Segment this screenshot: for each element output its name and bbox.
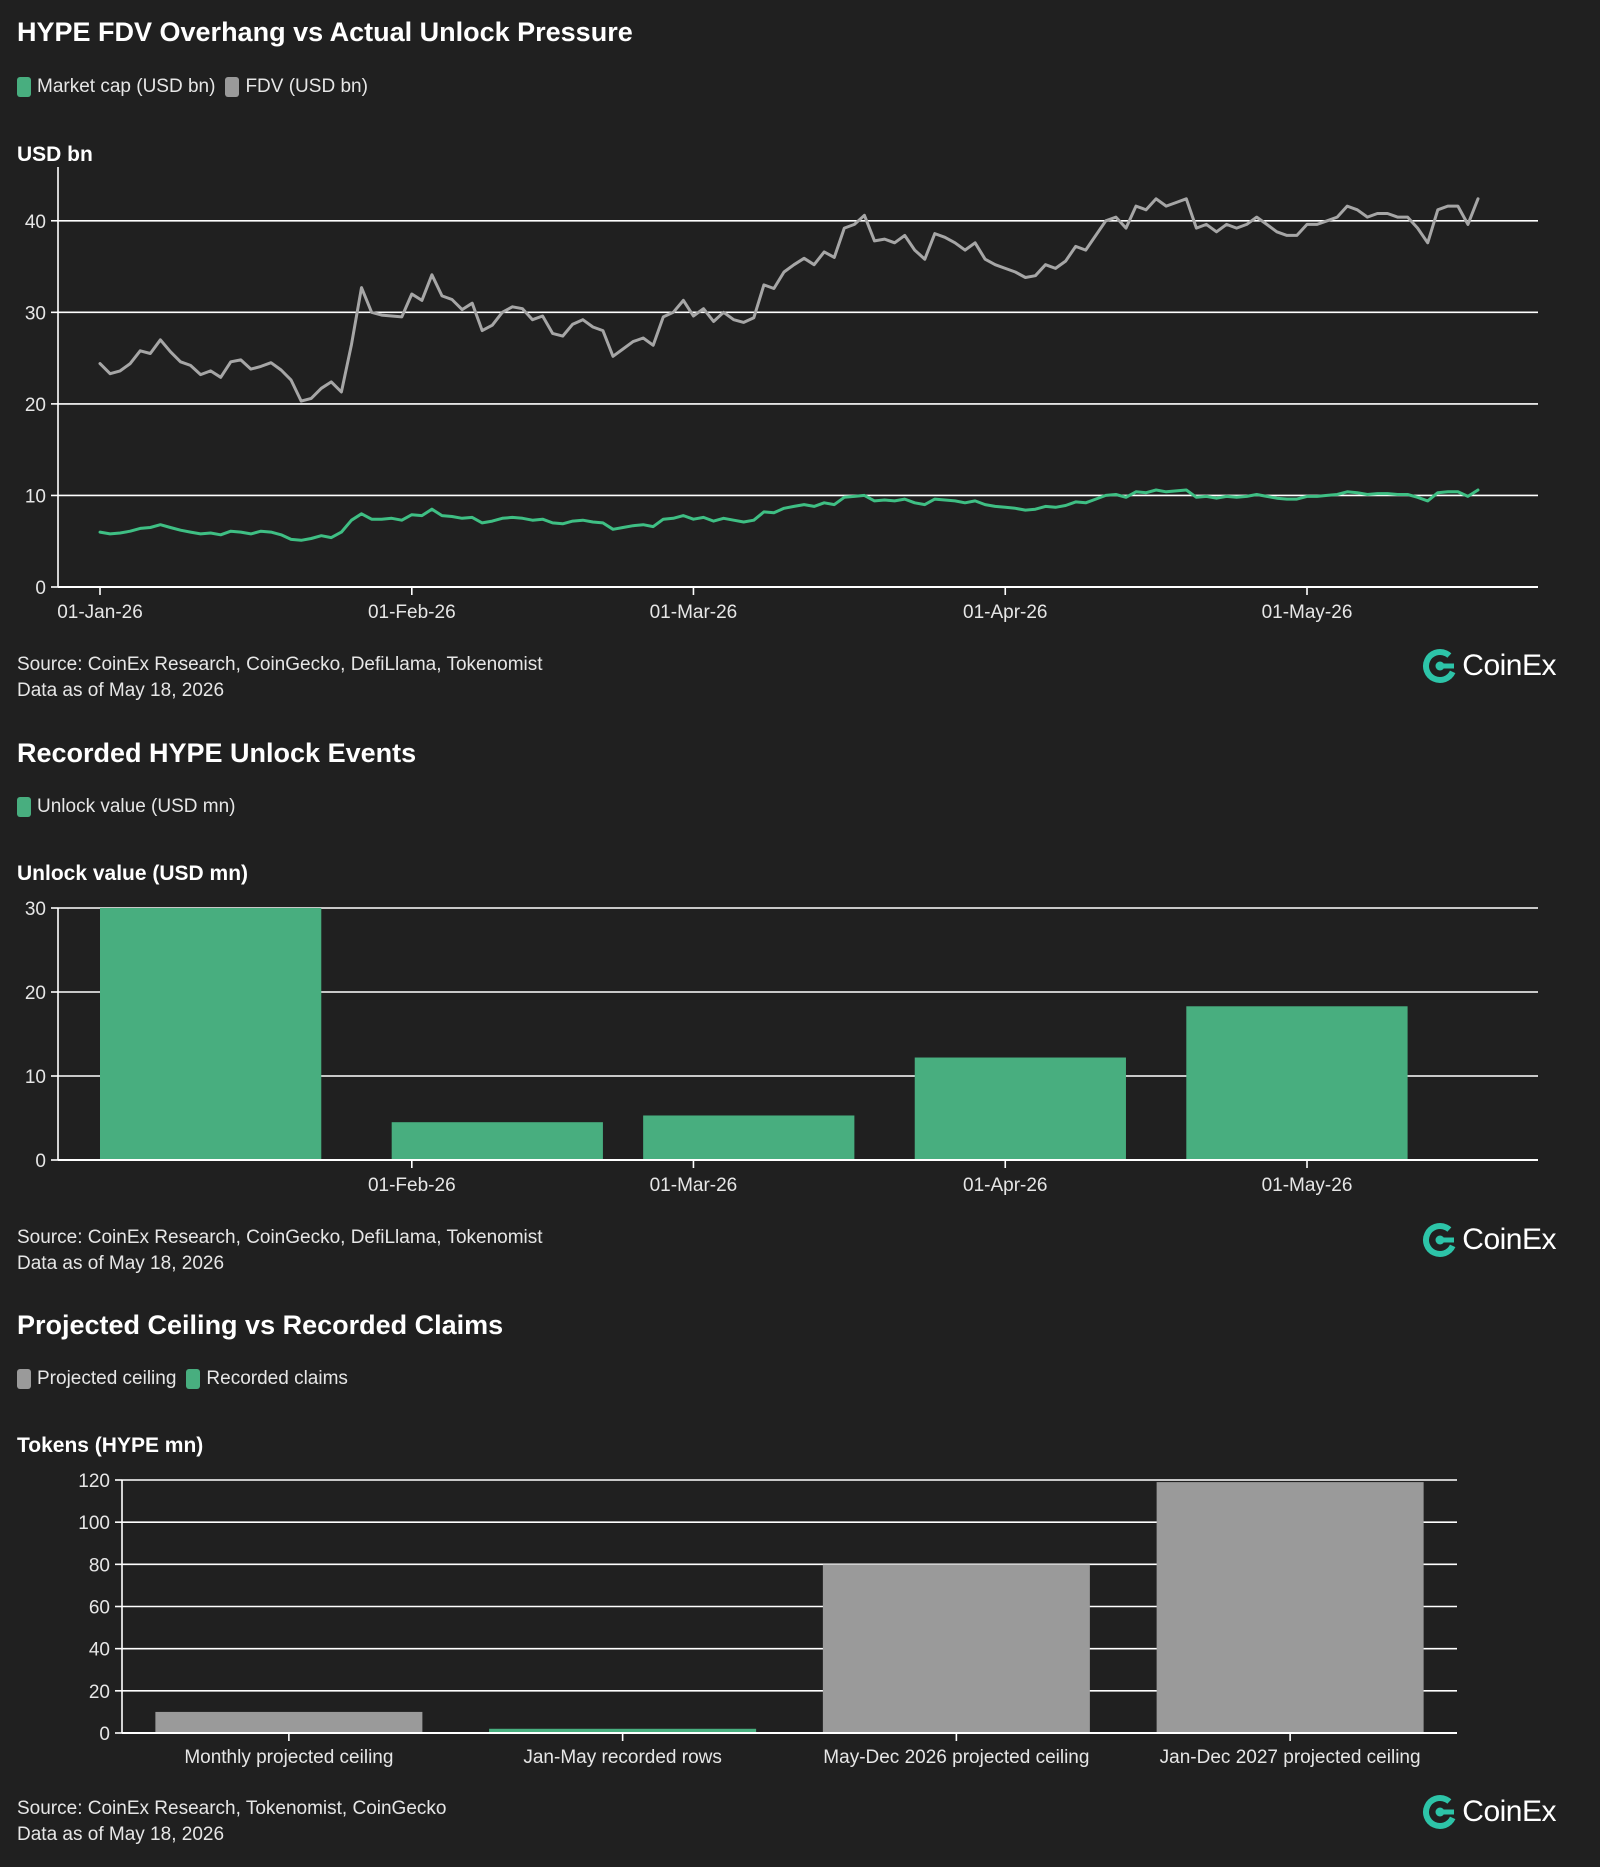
y-tick-label: 10 [25,486,46,507]
legend-swatch-gray [225,77,240,97]
chart-legend: Projected ceiling Recorded claims [17,1368,358,1390]
y-tick-label: 20 [89,1682,110,1703]
chart-panel-projected-ceiling: Projected Ceiling vs Recorded Claims Pro… [0,1292,1600,1867]
x-tick-label: May-Dec 2026 projected ceiling [823,1747,1089,1768]
date-note: Data as of May 18, 2026 [17,1824,225,1845]
logo-text: CoinEx [1462,649,1556,682]
y-tick-label: 40 [25,212,46,233]
source-text: Source: CoinEx Research, CoinGecko, Defi… [17,654,543,675]
bar [100,908,322,1160]
chart-source: Source: CoinEx Research, CoinGecko, Defi… [17,1225,543,1277]
chart-legend: Market cap (USD bn) FDV (USD bn) [17,76,378,98]
bar [155,1711,423,1733]
chart-title: Recorded HYPE Unlock Events [17,738,417,768]
legend-label: Recorded claims [206,1368,348,1389]
x-tick-label: 01-May-26 [1262,1175,1353,1196]
date-note: Data as of May 18, 2026 [17,1253,225,1274]
logo-text: CoinEx [1462,1223,1556,1256]
legend-item-market-cap: Market cap (USD bn) [17,76,215,98]
chart-legend: Unlock value (USD mn) [17,796,246,818]
logo-text: CoinEx [1462,1795,1556,1828]
bar [1156,1482,1424,1733]
y-tick-label: 20 [25,983,46,1004]
x-tick-label: 01-Mar-26 [650,602,738,623]
legend-label: Market cap (USD bn) [37,76,216,97]
coinex-logo-icon [1423,649,1458,683]
source-text: Source: CoinEx Research, CoinGecko, Defi… [17,1227,543,1248]
x-tick-label: 01-Apr-26 [963,1175,1048,1196]
chart-panel-fdv-overhang: HYPE FDV Overhang vs Actual Unlock Press… [0,0,1600,720]
x-tick-label: 01-Jan-26 [57,602,143,623]
legend-swatch-green [186,1369,201,1389]
bar [1186,1006,1408,1160]
bar-chart: 0 20 40 60 80 100 120 Monthly projected ceiling… [78,1471,1457,1768]
legend-item-projected-ceiling: Projected ceiling [17,1368,176,1390]
y-axis-title: Unlock value (USD mn) [17,862,249,885]
chart-panel-unlock-events: Recorded HYPE Unlock Events Unlock value… [0,720,1600,1292]
legend-label: Unlock value (USD mn) [37,796,236,817]
y-tick-label: 60 [89,1598,110,1619]
legend-swatch-green [17,77,31,97]
y-tick-label: 40 [89,1640,110,1661]
y-tick-label: 0 [35,578,46,599]
bar [391,1122,603,1160]
y-tick-label: 30 [25,303,46,324]
line-chart: 0 10 20 30 40 01-Jan-26 01-Feb-26 01-Mar-26 01-A… [25,167,1538,623]
source-text: Source: CoinEx Research, Tokenomist, Coi… [17,1798,447,1819]
legend-swatch-gray [17,1369,31,1389]
chart-source: Source: CoinEx Research, CoinGecko, Defi… [17,652,543,704]
bar-chart: 0 10 20 30 01-Feb-26 01-Mar-26 01-Apr-26 01-May… [25,899,1538,1196]
y-tick-label: 0 [99,1724,110,1745]
chart-title: HYPE FDV Overhang vs Actual Unlock Press… [17,17,633,47]
x-tick-label: 01-Feb-26 [368,602,456,623]
legend-swatch-green [17,797,31,817]
y-axis-title: USD bn [17,143,93,166]
legend-item-fdv: FDV (USD bn) [225,76,368,98]
y-tick-label: 80 [89,1555,110,1576]
chart-title: Projected Ceiling vs Recorded Claims [17,1310,504,1340]
y-tick-label: 20 [25,395,46,416]
x-tick-label: Jan-Dec 2027 projected ceiling [1160,1747,1421,1768]
legend-item-unlock-value: Unlock value (USD mn) [17,796,236,818]
x-tick-label: Jan-May recorded rows [523,1747,722,1768]
x-tick-label: Monthly projected ceiling [184,1747,393,1768]
coinex-logo: CoinEx [1422,648,1556,684]
coinex-logo-icon [1423,1795,1458,1829]
x-tick-label: 01-Feb-26 [368,1175,456,1196]
bar [489,1728,757,1733]
series-line-market-cap [98,488,1480,542]
legend-item-recorded-claims: Recorded claims [186,1368,348,1390]
y-tick-label: 100 [78,1513,110,1534]
y-tick-label: 10 [25,1067,46,1088]
coinex-logo-icon [1423,1223,1458,1257]
x-tick-label: 01-May-26 [1262,602,1353,623]
x-tick-label: 01-Mar-26 [650,1175,738,1196]
y-axis-title: Tokens (HYPE mn) [17,1434,204,1457]
coinex-logo: CoinEx [1422,1794,1556,1830]
x-tick-label: 01-Apr-26 [963,602,1048,623]
chart-source: Source: CoinEx Research, Tokenomist, Coi… [17,1796,446,1848]
series-line-fdv [98,197,1480,403]
bar [822,1564,1090,1733]
y-tick-label: 30 [25,899,46,920]
y-tick-label: 120 [78,1471,110,1492]
y-tick-label: 0 [35,1151,46,1172]
legend-label: FDV (USD bn) [245,76,368,97]
bar [914,1057,1126,1160]
date-note: Data as of May 18, 2026 [17,680,225,701]
bar [643,1115,855,1160]
legend-label: Projected ceiling [37,1368,177,1389]
coinex-logo: CoinEx [1422,1222,1556,1258]
